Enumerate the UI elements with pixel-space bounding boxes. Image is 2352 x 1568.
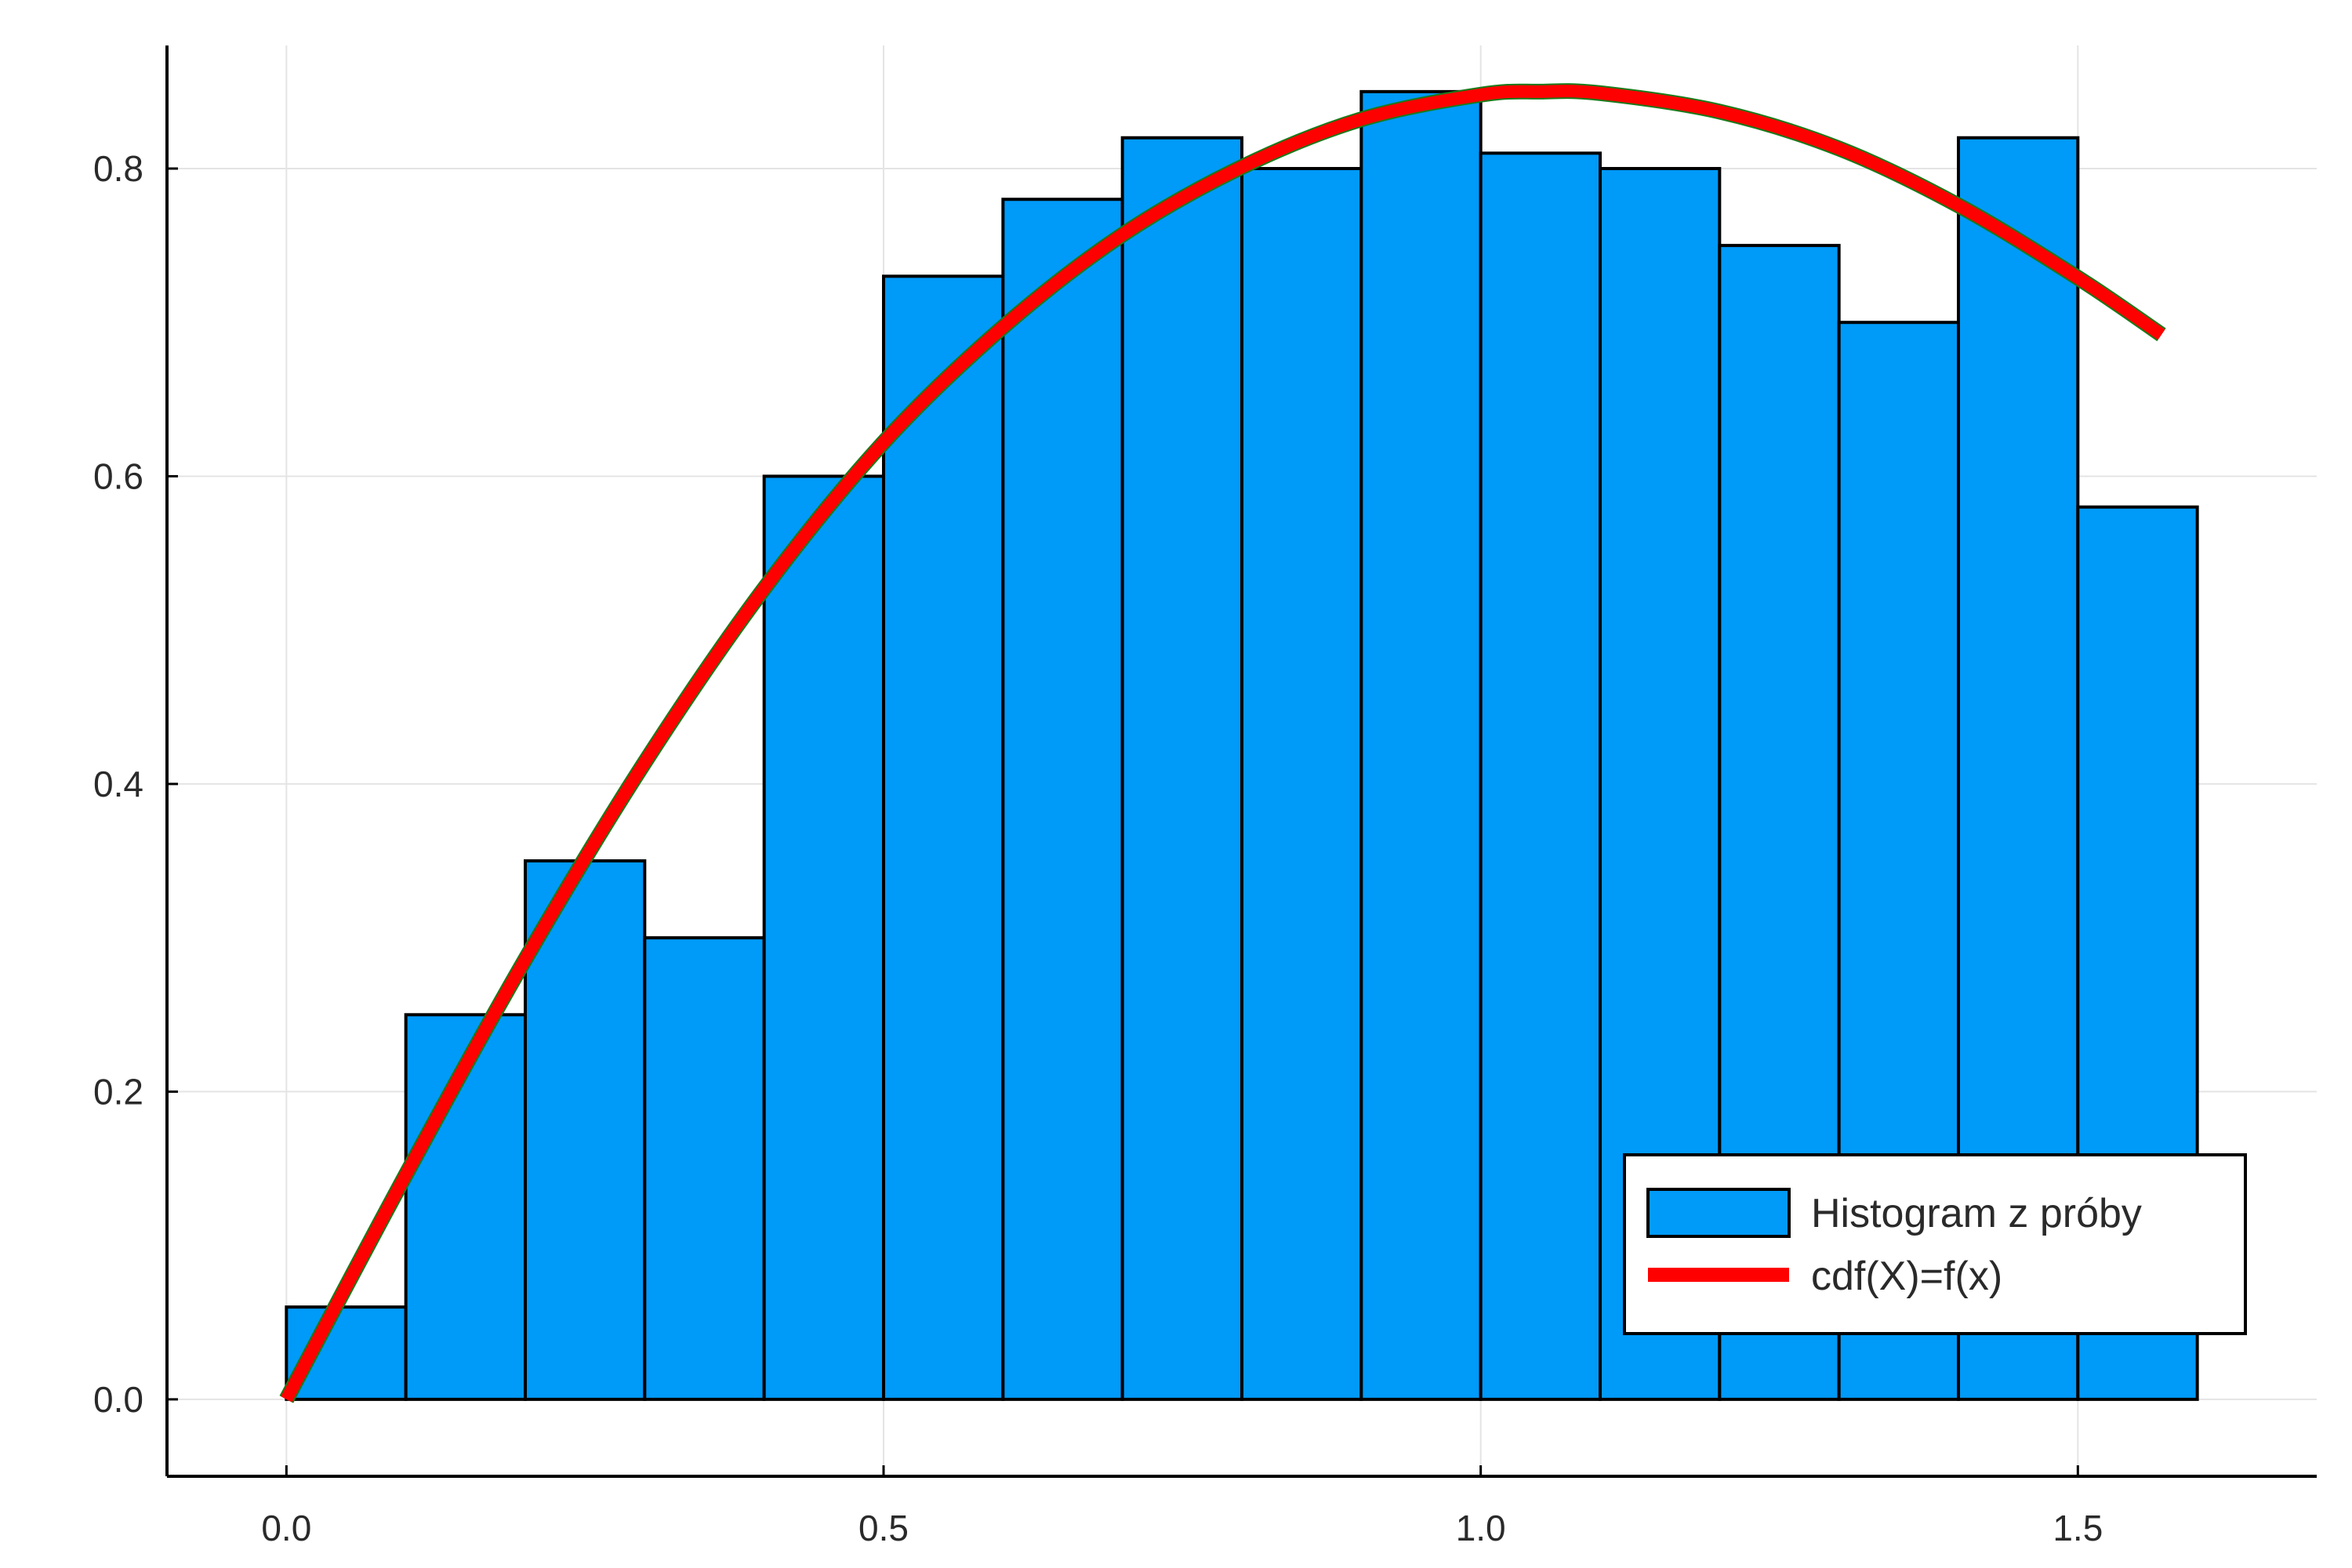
cdf-curve [281,85,2165,1403]
histogram-bar [1240,166,1363,1401]
histogram-bar [1359,89,1483,1401]
histogram-bars [285,89,2199,1401]
x-tick-label: 0.5 [858,1508,909,1548]
legend-histogram-label: Histogram z próby [1811,1191,2142,1236]
y-tick-label: 0.6 [93,456,143,496]
histogram-bar [524,859,647,1401]
histogram-bar [1120,136,1243,1401]
y-tick-label: 0.8 [93,148,143,189]
histogram-bar [762,474,886,1401]
y-tick-label: 0.4 [93,764,143,804]
histogram-bar [1479,151,1602,1401]
x-tick-label: 0.0 [261,1508,311,1548]
histogram-bar [643,936,766,1401]
legend-box [1623,1153,2247,1335]
tick-labels: 0.0 0.5 1.0 1.5 0.0 0.2 0.4 0.6 0.8 [93,148,2103,1548]
legend: Histogram z próby cdf(X)=f(x) [1623,1153,2247,1335]
legend-cdf-label: cdf(X)=f(x) [1811,1254,2002,1299]
cdf-curve-group [279,83,2166,1403]
x-tick-label: 1.0 [1456,1508,1506,1548]
y-tick-label: 0.0 [93,1379,143,1420]
histogram-bar [882,274,1005,1401]
y-tick-label: 0.2 [93,1071,143,1112]
legend-histogram-swatch [1646,1188,1791,1238]
x-tick-label: 1.5 [2053,1508,2103,1548]
axes [165,45,2317,1478]
histogram-bar [1001,198,1124,1401]
